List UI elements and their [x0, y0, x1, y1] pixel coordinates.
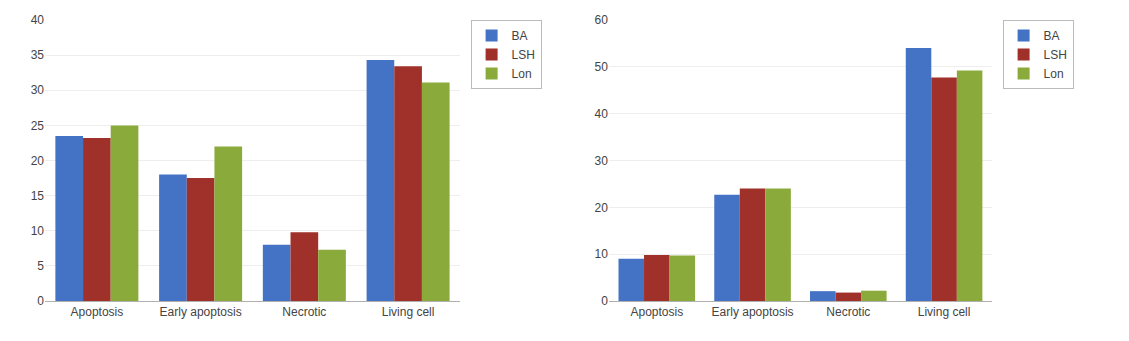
svg-text:Early apoptosis: Early apoptosis [160, 305, 242, 319]
svg-text:Living cell: Living cell [918, 305, 971, 319]
svg-text:Early apoptosis: Early apoptosis [712, 305, 794, 319]
svg-text:LSH: LSH [512, 48, 535, 62]
svg-text:20: 20 [31, 154, 45, 168]
svg-text:Lon: Lon [1044, 67, 1064, 81]
svg-text:60: 60 [595, 13, 609, 27]
svg-text:Apoptosis: Apoptosis [630, 305, 683, 319]
svg-text:40: 40 [595, 107, 609, 121]
svg-text:Lon: Lon [512, 67, 532, 81]
svg-text:50: 50 [595, 60, 609, 74]
svg-text:Necrotic: Necrotic [826, 305, 870, 319]
svg-text:40: 40 [31, 13, 45, 27]
svg-text:Apoptosis: Apoptosis [71, 305, 124, 319]
svg-text:10: 10 [31, 224, 45, 238]
svg-text:Living cell: Living cell [382, 305, 435, 319]
svg-text:5: 5 [37, 259, 44, 273]
svg-text:BA: BA [512, 29, 528, 43]
svg-text:0: 0 [601, 294, 608, 308]
svg-text:25: 25 [31, 119, 45, 133]
svg-text:LSH: LSH [1044, 48, 1067, 62]
svg-text:30: 30 [595, 154, 609, 168]
svg-text:20: 20 [595, 201, 609, 215]
svg-text:30: 30 [31, 83, 45, 97]
svg-text:15: 15 [31, 189, 45, 203]
svg-text:BA: BA [1044, 29, 1060, 43]
svg-text:Necrotic: Necrotic [282, 305, 326, 319]
svg-text:0: 0 [37, 294, 44, 308]
svg-text:10: 10 [595, 247, 609, 261]
svg-text:35: 35 [31, 48, 45, 62]
